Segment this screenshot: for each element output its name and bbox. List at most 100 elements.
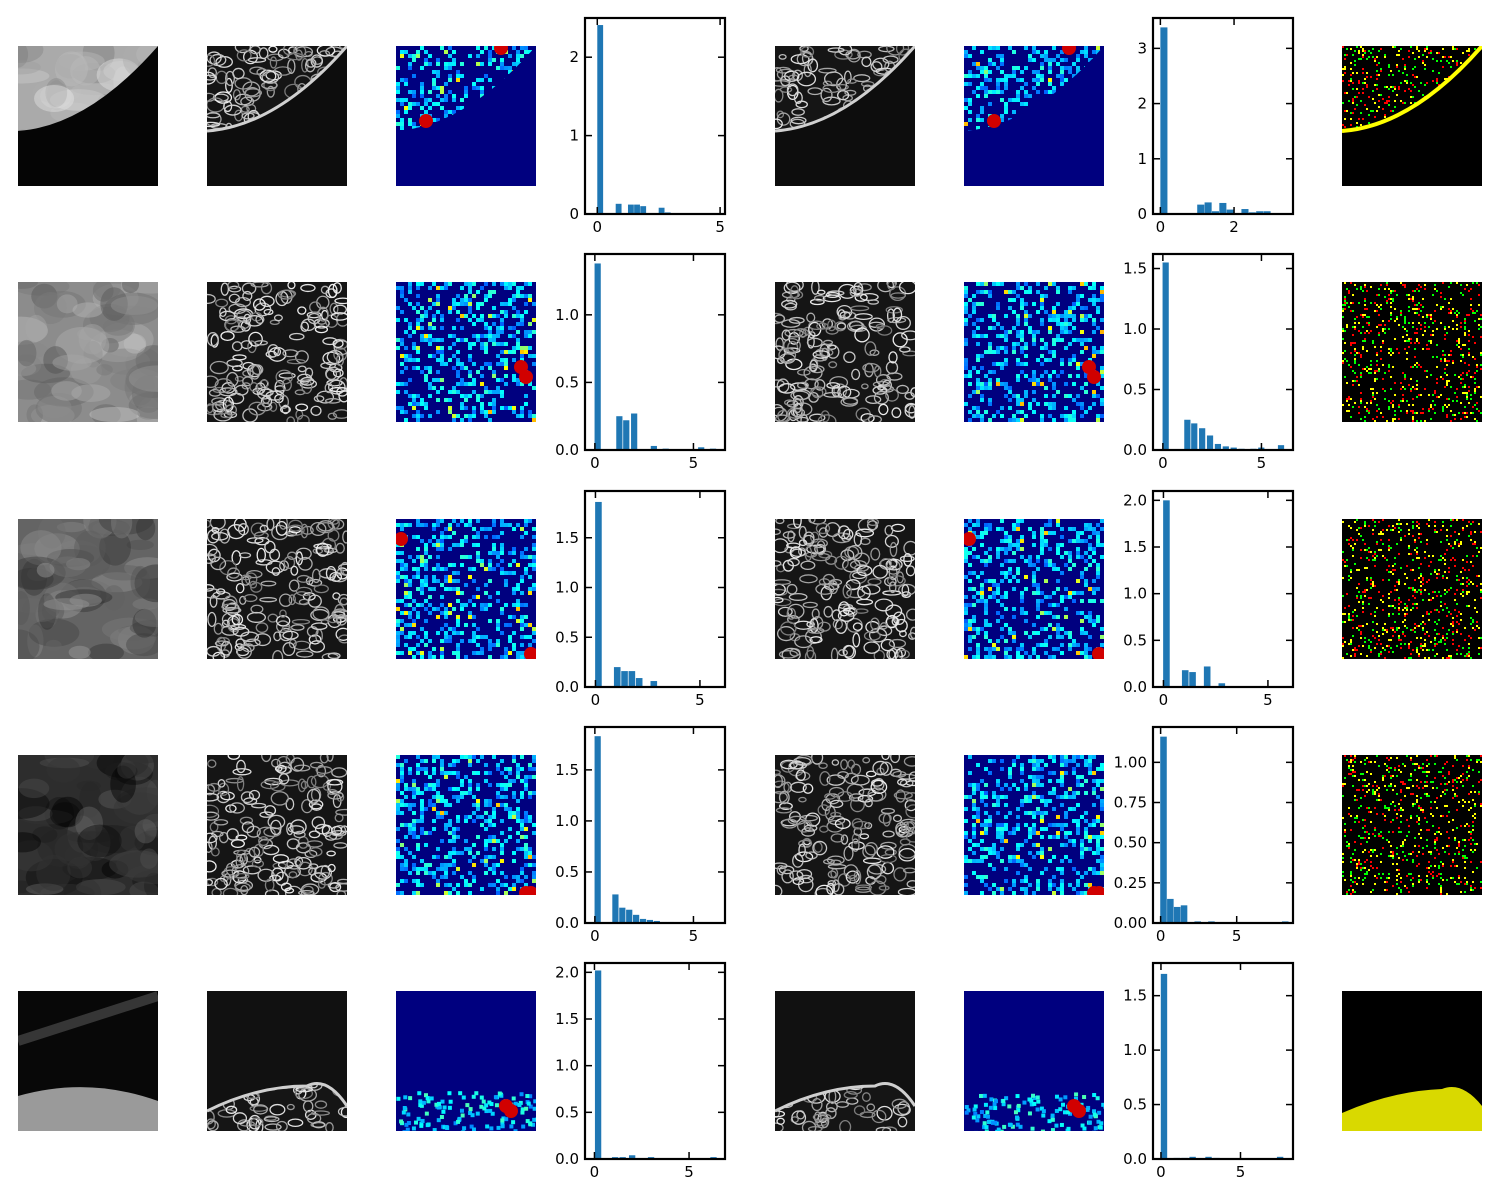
xtick-label: 5 [689, 927, 699, 945]
image-panel-r4-c5 [775, 755, 915, 895]
axes-frame [1151, 252, 1295, 452]
histogram-bar [594, 263, 601, 450]
ytick-label: 0.25 [1114, 874, 1147, 892]
histogram-bar [612, 894, 619, 923]
image-panel-r5-c8 [1342, 991, 1482, 1131]
ytick-label: 1.0 [555, 306, 579, 324]
histogram-bar [1160, 736, 1167, 923]
axes-frame [583, 489, 727, 689]
histogram-bar [613, 667, 621, 687]
histogram-bar [1173, 906, 1181, 923]
histogram-bar [1163, 500, 1170, 687]
histogram-bar [1189, 672, 1196, 687]
histogram-bar [1263, 211, 1271, 214]
histogram-r4-a: 0.0 0.5 1.0 1.5 0 5 [555, 725, 727, 945]
histogram-bar [621, 671, 628, 687]
histogram-bar [595, 501, 602, 687]
histogram-bar [1197, 204, 1205, 214]
histogram-bar [628, 1155, 636, 1159]
xtick-label: 5 [1236, 1163, 1246, 1181]
ytick-label: 2 [1137, 95, 1147, 113]
image-panel-r4-c2 [207, 755, 347, 895]
xtick-label: 5 [689, 454, 699, 472]
histogram-bar [1184, 419, 1191, 450]
image-panel-r3-c1 [18, 519, 158, 659]
histogram-bar [1222, 446, 1229, 450]
histogram-bar [619, 907, 626, 923]
histogram-r5-a: 0.0 0.5 1.0 1.5 2.0 0 5 [555, 961, 727, 1181]
image-panel-r2-c8 [1342, 282, 1482, 422]
image-panel-r1-c1 [18, 46, 158, 186]
histogram-r4-b: 0.00 0.25 0.50 0.75 1.00 0 5 [1114, 725, 1295, 945]
histogram-bar [698, 447, 705, 450]
ytick-label: 0.5 [555, 863, 579, 881]
xtick-label: 0 [1156, 218, 1166, 236]
histogram-bar [1218, 683, 1226, 687]
image-panel-r1-c3 [396, 46, 536, 186]
histogram-bar [640, 206, 647, 214]
xtick-label: 5 [715, 218, 725, 236]
histogram-bar [1214, 443, 1222, 450]
xtick-label: 0 [593, 218, 603, 236]
ytick-label: 0.5 [1123, 381, 1147, 399]
ytick-label: 0.0 [555, 678, 579, 696]
ytick-label: 2.0 [1123, 491, 1147, 509]
histogram-bar [1167, 898, 1174, 923]
image-panel-r1-c6 [964, 46, 1104, 186]
axes-frame [583, 961, 727, 1161]
histogram-bar [1181, 670, 1189, 687]
ytick-label: 1.5 [1123, 987, 1147, 1005]
histogram-bar [650, 681, 658, 687]
histogram-bar [1160, 973, 1168, 1159]
histogram-r1-b: 0 1 2 3 0 2 [1137, 16, 1295, 236]
image-panel-r2-c5 [775, 282, 915, 422]
axes-frame [1151, 725, 1295, 925]
histogram-r2-a: 0.0 0.5 1.0 0 5 [555, 252, 727, 472]
histogram-bar [597, 25, 604, 214]
axes-frame [1151, 961, 1295, 1161]
histogram-bar [628, 671, 636, 687]
axes-frame [583, 252, 727, 452]
histogram-r3-a: 0.0 0.5 1.0 1.5 0 5 [555, 489, 727, 709]
xtick-label: 5 [1232, 927, 1242, 945]
ytick-label: 1.5 [555, 761, 579, 779]
ytick-label: 3 [1137, 39, 1147, 57]
image-panel-r2-c6 [964, 282, 1104, 422]
xtick-label: 0 [591, 691, 601, 709]
ytick-label: 0.0 [555, 914, 579, 932]
ytick-label: 0.75 [1114, 794, 1147, 812]
image-panel-r5-c3 [396, 991, 536, 1131]
image-panel-r1-c8 [1342, 46, 1482, 186]
histogram-bar [633, 914, 640, 923]
ytick-label: 1.0 [1123, 320, 1147, 338]
xtick-label: 0 [590, 454, 600, 472]
histogram-bar [1162, 262, 1169, 450]
histogram-bar [594, 736, 601, 923]
image-panel-r2-c1 [18, 282, 158, 422]
histogram-bar [1211, 211, 1220, 214]
histogram-bar [634, 204, 640, 214]
histogram-bar [626, 909, 633, 923]
xtick-label: 5 [684, 1163, 694, 1181]
image-panel-r5-c1 [18, 991, 158, 1131]
ytick-label: 2 [569, 48, 579, 66]
ytick-label: 0.5 [1123, 1096, 1147, 1114]
image-panel-r4-c6 [964, 755, 1104, 895]
xtick-label: 5 [695, 691, 705, 709]
xtick-label: 2 [1229, 218, 1239, 236]
axes-frame [583, 725, 727, 925]
ytick-label: 1.5 [1123, 538, 1147, 556]
ytick-label: 0.5 [555, 1103, 579, 1121]
image-panel-r1-c5 [775, 46, 915, 186]
ytick-label: 1.0 [555, 579, 579, 597]
xtick-label: 5 [1263, 691, 1273, 709]
ytick-label: 1.5 [555, 1010, 579, 1028]
histogram-r5-b: 0.0 0.5 1.0 1.5 0 5 [1123, 961, 1295, 1181]
histogram-bar [631, 413, 638, 450]
xtick-label: 0 [1156, 1163, 1166, 1181]
ytick-label: 1.0 [555, 1057, 579, 1075]
image-panel-r5-c2 [207, 991, 347, 1131]
ytick-label: 0.00 [1114, 914, 1147, 932]
ytick-label: 1.0 [1123, 1041, 1147, 1059]
image-panel-r5-c6 [964, 991, 1104, 1131]
